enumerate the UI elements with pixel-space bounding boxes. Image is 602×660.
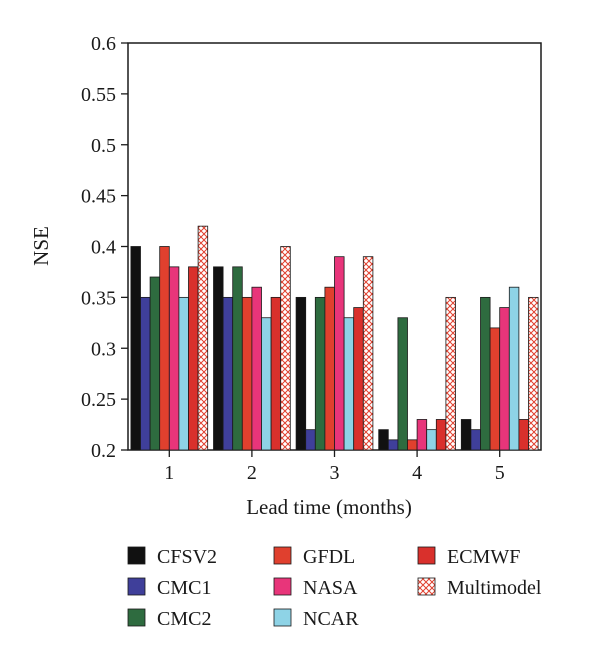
bar-cmc2-3 <box>314 296 326 451</box>
y-tick-label: 0.45 <box>81 186 116 208</box>
legend-label-cmc2: CMC2 <box>157 608 211 630</box>
bar-cmc1-2 <box>222 296 234 451</box>
legend-swatch-multimodel <box>417 577 436 596</box>
y-tick-label: 0.3 <box>91 338 116 360</box>
bar-cmc1-1 <box>140 296 151 451</box>
bar-multimodel-3 <box>362 256 374 451</box>
bar-cmc1-3 <box>305 429 316 451</box>
legend-swatch-gfdl <box>273 546 292 565</box>
bar-gfdl-4 <box>407 439 418 451</box>
legend-swatch-ecmwf <box>417 546 436 565</box>
bar-ecmwf-1 <box>188 266 199 451</box>
bar-gfdl-2 <box>241 296 253 451</box>
x-axis-label: Lead time (months) <box>246 495 412 519</box>
legend-label-cfsv2: CFSV2 <box>157 546 217 568</box>
x-tick-label: 1 <box>164 462 174 484</box>
bar-gfdl-3 <box>324 286 335 451</box>
legend-label-ncar: NCAR <box>303 608 359 630</box>
bar-ncar-5 <box>508 286 520 451</box>
bar-ecmwf-5 <box>518 419 529 451</box>
y-tick-label: 0.2 <box>91 440 116 462</box>
x-tick-label: 5 <box>495 462 505 484</box>
legend-label-multimodel: Multimodel <box>447 577 542 599</box>
bar-cmc1-5 <box>470 429 481 451</box>
bar-ncar-3 <box>343 317 355 451</box>
bar-multimodel-5 <box>528 296 539 451</box>
legend-swatch-ncar <box>273 608 292 627</box>
bar-cfsv2-5 <box>460 419 472 451</box>
bar-multimodel-1 <box>197 225 209 451</box>
legend-label-gfdl: GFDL <box>303 546 355 568</box>
bar-cmc2-2 <box>232 266 243 451</box>
legend-swatch-cmc1 <box>127 577 146 596</box>
bar-ecmwf-4 <box>435 419 447 451</box>
y-tick-label: 0.35 <box>81 287 116 309</box>
bar-gfdl-1 <box>159 246 170 451</box>
bar-cfsv2-1 <box>130 246 141 451</box>
legend: CFSV2 CMC1 CMC2 GFDL NASA NCAR ECMWF Multimodel <box>127 546 542 630</box>
bar-nasa-1 <box>168 266 180 451</box>
bar-cmc1-4 <box>387 439 399 451</box>
y-tick-label: 0.4 <box>91 237 116 259</box>
bar-ncar-1 <box>178 296 189 451</box>
legend-label-nasa: NASA <box>303 577 358 599</box>
bar-nasa-2 <box>251 286 262 451</box>
bar-ecmwf-2 <box>270 296 282 451</box>
bar-cmc2-4 <box>397 317 408 451</box>
bar-cfsv2-4 <box>378 429 389 451</box>
legend-label-cmc1: CMC1 <box>157 577 211 599</box>
bar-nasa-3 <box>334 256 345 451</box>
legend-swatch-cmc2 <box>127 608 146 627</box>
legend-label-ecmwf: ECMWF <box>447 546 520 568</box>
y-axis-label: NSE <box>29 226 53 266</box>
y-tick-label: 0.55 <box>81 84 116 106</box>
x-tick-label: 2 <box>247 462 257 484</box>
bar-cmc2-1 <box>149 276 161 451</box>
legend-swatch-cfsv2 <box>127 546 146 565</box>
y-tick-label: 0.5 <box>91 135 116 157</box>
bar-cmc2-5 <box>480 296 491 451</box>
y-tick-label: 0.25 <box>81 389 116 411</box>
bar-ncar-2 <box>261 317 272 451</box>
bar-multimodel-2 <box>280 246 291 451</box>
bar-cfsv2-2 <box>213 266 224 451</box>
bar-nasa-4 <box>416 419 428 451</box>
bar-cfsv2-3 <box>295 296 307 451</box>
bar-multimodel-4 <box>445 296 456 451</box>
bar-ncar-4 <box>426 429 437 451</box>
bar-nasa-5 <box>499 307 510 451</box>
x-tick-label: 4 <box>412 462 422 484</box>
y-tick-label: 0.6 <box>91 33 116 55</box>
x-tick-label: 3 <box>330 462 340 484</box>
bar-ecmwf-3 <box>353 307 364 451</box>
legend-swatch-nasa <box>273 577 292 596</box>
bar-gfdl-5 <box>489 327 501 451</box>
